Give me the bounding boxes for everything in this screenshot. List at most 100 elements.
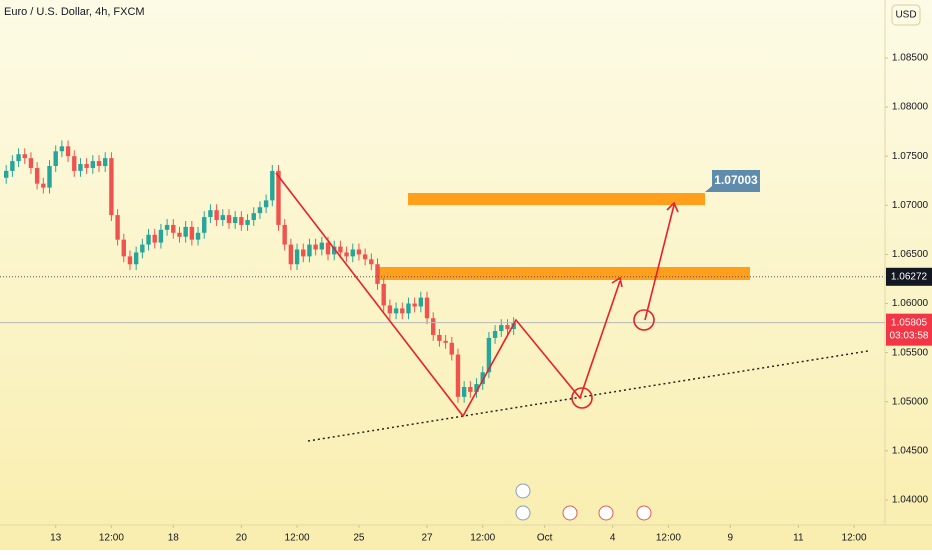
candle-body: [276, 170, 281, 225]
candle-body: [121, 239, 126, 257]
y-tick-label: 1.05500: [892, 347, 929, 358]
candle-body: [53, 151, 58, 166]
candle-body: [133, 252, 139, 265]
candle-body: [424, 297, 430, 319]
candle-body: [505, 325, 510, 330]
candle-body: [34, 167, 40, 184]
candle-body: [115, 215, 120, 240]
resistance-zone: [378, 267, 750, 280]
y-tick-label: 1.04500: [892, 445, 929, 456]
candle-body: [65, 146, 71, 157]
candle-body: [393, 308, 399, 314]
y-tick-label: 1.04000: [892, 495, 929, 506]
currency[interactable]: USD: [895, 10, 916, 21]
candle-body: [90, 161, 96, 168]
candle-body: [245, 220, 250, 225]
candle-body: [492, 331, 498, 338]
currency-button[interactable]: [891, 4, 921, 26]
candle-body: [381, 283, 386, 306]
event-icon: [598, 505, 614, 521]
x-tick-label: 12:00: [285, 533, 310, 544]
candle-body: [220, 215, 225, 221]
candle-body: [301, 249, 306, 257]
candle-body: [72, 156, 77, 171]
candle-body: [350, 249, 355, 257]
y-tick-label: 1.07500: [892, 151, 929, 162]
candle-body: [22, 154, 27, 159]
candle-body: [486, 337, 492, 373]
y-tick-label: 1.08000: [892, 102, 929, 113]
candle-body: [499, 325, 504, 332]
candle-body: [3, 170, 9, 178]
candle-body: [140, 244, 145, 253]
candle-body: [251, 213, 256, 221]
candle-body: [195, 232, 201, 240]
candle-body: [177, 232, 182, 237]
candle-body: [47, 165, 52, 188]
price-label: 1.05805: [891, 317, 928, 328]
x-tick-label: 12:00: [656, 533, 681, 544]
candle-body: [202, 217, 207, 233]
x-tick-label: 9: [727, 533, 733, 544]
target-label: 1.07003: [714, 173, 758, 187]
countdown: 03:03:58: [890, 330, 929, 341]
x-tick-label: 20: [236, 533, 248, 544]
x-tick-label: 4: [610, 533, 616, 544]
x-tick-label: 12:00: [470, 533, 495, 544]
candle-body: [171, 224, 176, 233]
arrow-head: [666, 201, 679, 213]
candle-body: [344, 252, 349, 257]
candle-body: [294, 249, 300, 265]
candle-body: [511, 323, 516, 330]
candle-body: [109, 158, 114, 216]
candle-body: [270, 170, 275, 201]
x-tick-label: 18: [168, 533, 180, 544]
zigzag: [275, 172, 621, 418]
target-label-box: [705, 170, 760, 192]
candle-body: [356, 249, 362, 255]
candle-body: [10, 161, 15, 171]
candle-body: [158, 229, 164, 243]
event-icon: [636, 505, 652, 521]
y-tick-label: 1.06500: [892, 249, 929, 260]
chart-title: Euro / U.S. Dollar, 4h, FXCM: [4, 6, 145, 18]
candle-body: [152, 234, 157, 243]
candle-body: [387, 305, 393, 314]
candle-body: [232, 217, 238, 223]
candle-body: [28, 158, 34, 168]
y-tick-label: 1.08500: [892, 53, 929, 64]
candle-body: [84, 164, 89, 168]
candle-body: [319, 242, 325, 250]
x-tick-label: 11: [793, 533, 804, 544]
candle-body: [406, 303, 411, 314]
candle-body: [96, 161, 102, 166]
candle-body: [183, 226, 188, 237]
candle-body: [78, 164, 83, 171]
candle-body: [313, 244, 318, 250]
candle-body: [455, 354, 461, 397]
candle-body: [325, 242, 331, 255]
target-zone: [408, 193, 705, 205]
arrow: [644, 204, 675, 321]
x-tick-label: 12:00: [842, 533, 867, 544]
candle-body: [146, 234, 151, 245]
candle-body: [214, 210, 219, 221]
x-tick-label: 27: [421, 533, 433, 544]
candle-body: [474, 384, 479, 392]
candle-body: [468, 387, 473, 392]
candle-body: [437, 334, 442, 341]
event-icon: [515, 483, 531, 499]
event-icon: [515, 505, 531, 521]
candle-body: [449, 342, 454, 355]
candle-body: [431, 318, 436, 335]
candle-body: [127, 256, 133, 265]
candle-body: [331, 246, 337, 255]
event-icon: [562, 505, 578, 521]
price-label: 1.06272: [891, 271, 928, 282]
circle: [633, 309, 655, 331]
candle-body: [412, 303, 417, 307]
y-tick-label: 1.05000: [892, 396, 929, 407]
candle-body: [369, 259, 374, 265]
price-label-box: [886, 313, 932, 346]
